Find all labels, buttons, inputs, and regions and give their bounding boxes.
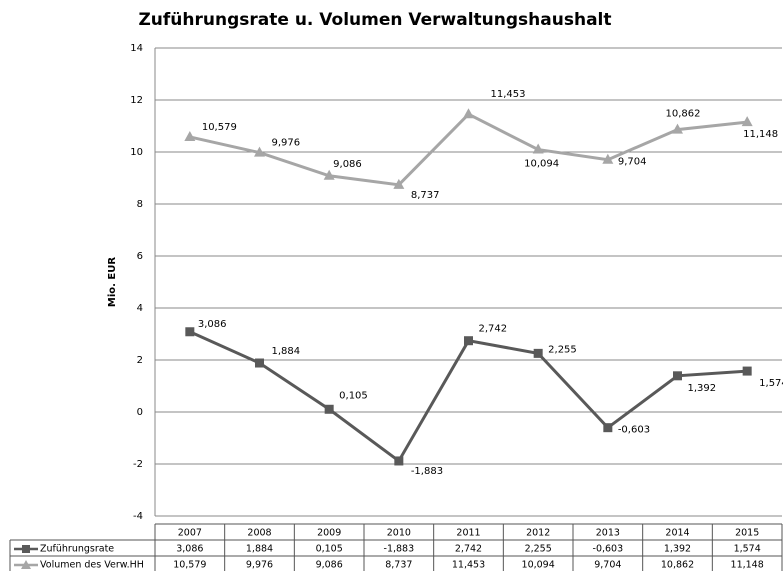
marker [741, 116, 753, 127]
y-tick-label: 8 [137, 199, 143, 210]
data-label: 9,976 [272, 138, 301, 149]
data-label: 1,574 [759, 378, 783, 389]
x-tick-label: 2009 [317, 528, 341, 539]
legend-label: Zuführungsrate [40, 544, 114, 555]
data-label: 10,862 [666, 109, 701, 120]
series-line [189, 112, 748, 187]
chart-title: Zuführungsrate u. Volumen Verwaltungshau… [138, 10, 611, 30]
x-tick-label: 2007 [178, 528, 202, 539]
y-tick-label: 4 [137, 303, 143, 314]
data-label: -0,603 [618, 425, 650, 436]
marker [464, 336, 473, 346]
table-cell: 2,255 [525, 544, 552, 555]
x-tick-label: 2015 [735, 528, 759, 539]
marker [394, 456, 404, 466]
x-tick-label: 2011 [456, 528, 480, 539]
table-cell: 11,148 [731, 560, 764, 571]
data-label: 2,255 [548, 344, 577, 355]
marker [603, 423, 613, 433]
marker [672, 123, 683, 134]
table-cell: 2,742 [455, 544, 482, 555]
marker [463, 108, 474, 119]
table-cell: 0,105 [316, 544, 343, 555]
table-cell: 9,086 [316, 560, 343, 571]
x-tick-label: 2010 [387, 528, 411, 539]
data-label: 11,148 [743, 129, 778, 140]
y-tick-label: 2 [137, 355, 143, 366]
marker [533, 348, 543, 358]
y-tick-label: -4 [133, 511, 143, 522]
table-cell: 10,094 [522, 560, 555, 571]
x-tick-label: 2008 [247, 528, 271, 539]
data-label: 1,884 [272, 346, 301, 357]
data-label: -1,883 [411, 466, 443, 477]
x-tick-label: 2012 [526, 528, 550, 539]
table-cell: 10,862 [661, 560, 694, 571]
y-tick-label: 0 [137, 407, 143, 418]
data-label: 0,105 [339, 390, 368, 401]
table-cell: 8,737 [385, 560, 412, 571]
data-label: 3,086 [198, 319, 227, 330]
marker [602, 153, 614, 164]
data-label: 2,742 [479, 324, 508, 335]
table-cell: 1,392 [664, 544, 691, 555]
marker [532, 143, 544, 154]
marker [393, 178, 405, 189]
table-cell: -0,603 [593, 544, 624, 555]
data-label: 11,453 [491, 89, 526, 100]
y-tick-label: 10 [130, 147, 143, 158]
table-cell: 9,704 [594, 560, 621, 571]
table-cell: 3,086 [176, 544, 203, 555]
x-tick-label: 2014 [665, 528, 689, 539]
table-cell: 9,976 [246, 560, 273, 571]
table-cell: -1,883 [384, 544, 415, 555]
marker [254, 146, 265, 157]
marker [323, 169, 335, 180]
table-cell: 11,453 [452, 560, 485, 571]
marker [184, 130, 196, 141]
legend-label: Volumen des Verw.HH [40, 560, 144, 571]
marker [324, 404, 334, 414]
data-label: 1,392 [688, 383, 717, 394]
data-label: 10,579 [202, 122, 237, 133]
marker [255, 358, 264, 368]
data-label: 8,737 [411, 190, 440, 201]
data-label: 9,704 [618, 157, 647, 168]
table-cell: 1,574 [734, 544, 761, 555]
y-tick-label: 6 [137, 251, 143, 262]
marker [673, 371, 682, 381]
data-label: 10,094 [524, 159, 559, 170]
legend-marker [22, 545, 30, 553]
marker [742, 366, 752, 376]
y-axis-label: Mio. EUR [107, 257, 118, 307]
y-tick-label: 14 [130, 43, 143, 54]
table-cell: 10,579 [173, 560, 206, 571]
legend-marker [21, 560, 31, 569]
y-tick-label: 12 [130, 95, 143, 106]
x-tick-label: 2013 [596, 528, 620, 539]
marker [185, 327, 195, 337]
table-cell: 1,884 [246, 544, 273, 555]
data-label: 9,086 [333, 159, 362, 170]
y-tick-label: -2 [133, 459, 143, 470]
